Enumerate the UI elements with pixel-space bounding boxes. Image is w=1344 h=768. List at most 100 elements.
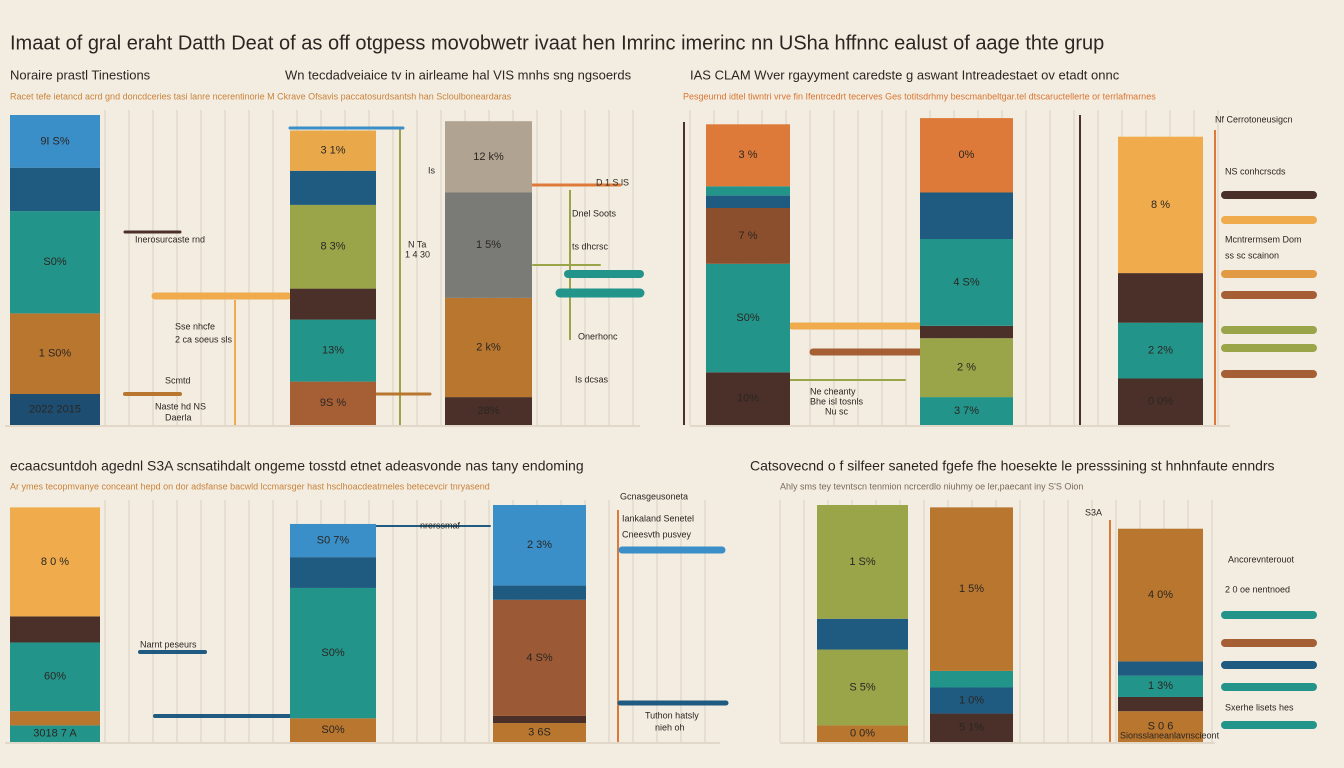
panel-title: ecaacsuntdoh agednl S3A scnsatihdalt ong… xyxy=(10,458,584,474)
segment-label: 1 0% xyxy=(959,694,984,706)
bar-segment xyxy=(706,195,790,208)
bar-segment xyxy=(10,711,100,726)
bar-segment xyxy=(290,718,376,742)
bar-segment xyxy=(817,725,908,742)
bar-segment xyxy=(493,585,586,600)
bar-segment xyxy=(445,397,532,425)
annotation: D 1 S lS xyxy=(596,177,629,187)
bar-segment xyxy=(1118,136,1203,274)
segment-label: 8 3% xyxy=(320,241,345,253)
panel-note: Ar ymes tecopmvanye conceant hepd on dor… xyxy=(10,481,490,491)
bar-segment xyxy=(10,642,100,712)
bar-segment xyxy=(920,338,1013,398)
segment-label: S0% xyxy=(321,724,344,736)
segment-label: 2 3% xyxy=(527,539,552,551)
bar-segment xyxy=(10,507,100,617)
panel-title: Catsovecnd o f silfeer saneted fgefe fhe… xyxy=(750,458,1275,474)
annotation: Scmtd xyxy=(165,375,191,385)
bar-segment xyxy=(290,557,376,588)
bar-segment xyxy=(817,505,908,619)
bar-segment xyxy=(290,130,376,171)
bar-segment xyxy=(920,325,1013,339)
annotation: Sse nhcfe xyxy=(175,321,215,331)
bar-segment xyxy=(706,186,790,196)
annotation: Inerosurcaste rnd xyxy=(135,234,205,244)
main-title: Imaat of gral eraht Datth Deat of as off… xyxy=(10,32,1104,54)
bar-segment xyxy=(493,715,586,724)
annotation: Sionsslaneanlavnscieont xyxy=(1120,730,1220,740)
bar-segment xyxy=(290,381,376,425)
segment-label: 3 7% xyxy=(954,405,979,417)
panel-title: IAS CLAM Wver rgayyment caredste g aswan… xyxy=(690,67,1120,82)
annotation: Is xyxy=(428,165,436,175)
bar-segment xyxy=(290,288,376,320)
segment-label: 4 0% xyxy=(1148,589,1173,601)
panel-note: Ahly sms tey tevntscn tenmion ncrcerdlo … xyxy=(780,481,1083,491)
segment-label: S0 7% xyxy=(317,534,350,546)
bar-segment xyxy=(10,115,100,168)
segment-label: 10% xyxy=(737,393,759,405)
bar-segment xyxy=(1118,528,1203,662)
segment-label: S0% xyxy=(321,647,344,659)
bar-segment xyxy=(10,725,100,742)
bar-segment xyxy=(1118,273,1203,323)
segment-label: 28% xyxy=(477,405,499,417)
segment-label: 8 0 % xyxy=(41,556,69,568)
annotation: S3A xyxy=(1085,507,1102,517)
segment-label: 3 1% xyxy=(320,145,345,157)
bar-segment xyxy=(445,192,532,298)
bar-segment xyxy=(1118,378,1203,425)
segment-label: 4 S% xyxy=(953,276,980,288)
annotation: Dnel Soots xyxy=(572,208,617,218)
annotation: 2 0 oe nentnoed xyxy=(1225,584,1290,594)
segment-label: 5 1% xyxy=(959,722,984,734)
segment-label: 1 S% xyxy=(849,556,876,568)
segment-label: 0 0% xyxy=(1148,396,1173,408)
annotation: nrerssmaf xyxy=(420,520,461,530)
annotation: NS conhcrscds xyxy=(1225,166,1286,176)
annotation: nieh oh xyxy=(655,722,685,732)
segment-label: S0% xyxy=(43,256,66,268)
annotation: Ne cheanty xyxy=(810,386,856,396)
annotation: Mcntrermsem Dom xyxy=(1225,234,1302,244)
bar-segment xyxy=(1118,661,1203,676)
bar-segment xyxy=(817,618,908,650)
segment-label: 3 % xyxy=(739,149,758,161)
annotation: Onerhonc xyxy=(578,331,618,341)
segment-label: 3 6S xyxy=(528,726,551,738)
bar-segment xyxy=(1118,322,1203,379)
annotation: Nu sc xyxy=(825,406,849,416)
bar-segment xyxy=(1118,696,1203,712)
panel-subtitle: Wn tecdadveiaice tv in airleame hal VIS … xyxy=(285,67,632,82)
panel-title: Noraire prastl Tinestions xyxy=(10,67,151,82)
segment-label: 1 5% xyxy=(476,239,501,251)
bar-segment xyxy=(290,204,376,289)
segment-label: 9I S% xyxy=(40,135,70,147)
bar-segment xyxy=(445,297,532,398)
bar-segment xyxy=(290,523,376,558)
annotation: Tuthon hatsly xyxy=(645,710,699,720)
annotation: N Ta xyxy=(408,239,426,249)
annotation: Naste hd NS xyxy=(155,401,206,411)
bar-segment xyxy=(1118,675,1203,697)
segment-label: 12 k% xyxy=(473,151,504,163)
annotation: Nf Cerrotoneusigcn xyxy=(1215,114,1293,124)
bar-segment xyxy=(10,616,100,643)
segment-label: 1 S0% xyxy=(39,348,72,360)
bar-segment xyxy=(706,263,790,373)
segment-label: 9S % xyxy=(320,397,347,409)
bar-segment xyxy=(10,394,100,425)
annotation: Bhe isl tosnls xyxy=(810,396,864,406)
bar-segment xyxy=(493,723,586,742)
segment-label: 7 % xyxy=(739,230,758,242)
segment-label: 1 3% xyxy=(1148,680,1173,692)
annotation: Is dcsas xyxy=(575,374,609,384)
segment-label: 13% xyxy=(322,345,344,357)
bar-segment xyxy=(930,713,1013,742)
annotation: Ancorevnterouot xyxy=(1228,554,1295,564)
bar-segment xyxy=(10,167,100,212)
bar-segment xyxy=(10,313,100,394)
bar-segment xyxy=(706,372,790,425)
bar-segment xyxy=(920,239,1013,326)
